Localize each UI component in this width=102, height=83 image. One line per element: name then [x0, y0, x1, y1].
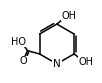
Text: N: N [53, 59, 61, 69]
Text: HO: HO [11, 37, 26, 46]
Text: OH: OH [61, 11, 76, 21]
Text: OH: OH [79, 57, 94, 67]
Text: O: O [20, 56, 28, 66]
